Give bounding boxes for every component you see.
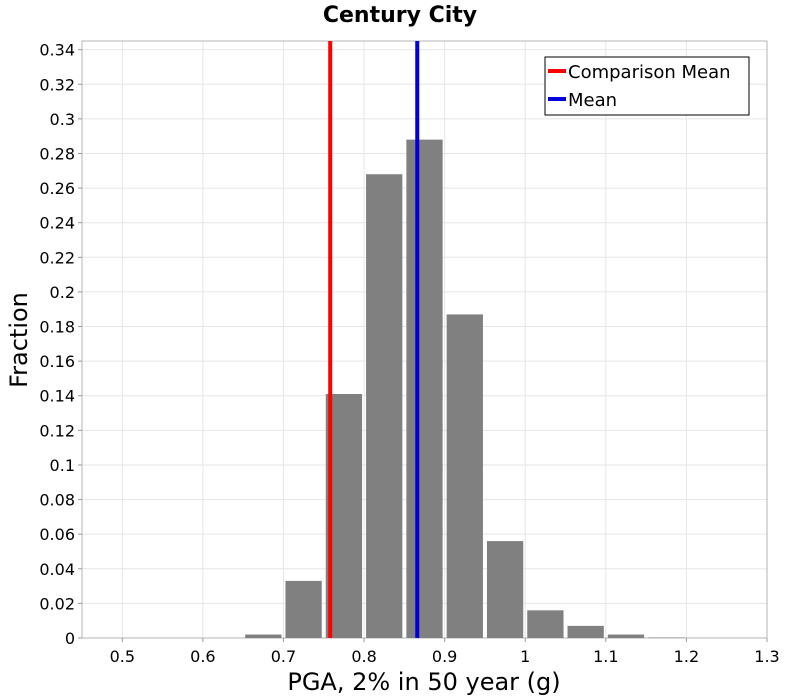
histogram-bar — [446, 314, 483, 638]
legend-box — [544, 56, 750, 116]
y-tick-label: 0.14 — [39, 387, 75, 406]
y-tick-label: 0.04 — [39, 560, 75, 579]
mean-lines — [328, 41, 420, 638]
y-tick-label: 0.3 — [50, 110, 75, 129]
histogram-bar — [607, 634, 645, 638]
x-tick-label: 0.8 — [351, 647, 376, 666]
x-tick-label: 1.1 — [593, 647, 618, 666]
histogram-bar — [406, 139, 443, 639]
y-tick-label: 0.16 — [39, 352, 75, 371]
x-axis-label: PGA, 2% in 50 year (g) — [287, 668, 560, 696]
x-tick-label: 0.9 — [432, 647, 457, 666]
legend: Comparison Mean Mean — [544, 56, 750, 116]
histogram-bar — [567, 625, 604, 638]
histogram-bar — [527, 610, 564, 638]
y-tick-label: 0.26 — [39, 179, 75, 198]
axis-ticks: 0.5 0.6 0.7 0.8 0.9 1 1.1 1.2 1.3 0 0.02 0.04 0.06 0.… — [39, 41, 779, 666]
histogram-bar — [285, 580, 322, 638]
y-axis-label: Fraction — [5, 292, 33, 388]
y-tick-label: 0 — [65, 629, 75, 648]
y-tick-label: 0.02 — [39, 594, 75, 613]
y-tick-label: 0.18 — [39, 318, 75, 337]
y-tick-label: 0.34 — [39, 41, 75, 60]
x-tick-label: 0.6 — [190, 647, 215, 666]
histogram-bar — [486, 541, 524, 638]
y-tick-label: 0.12 — [39, 421, 75, 440]
y-tick-label: 0.06 — [39, 525, 75, 544]
y-tick-label: 0.24 — [39, 214, 75, 233]
chart-title: Century City — [323, 3, 477, 28]
y-tick-label: 0.28 — [39, 144, 75, 163]
histogram-bars — [245, 139, 685, 639]
x-tick-label: 1.2 — [674, 647, 699, 666]
y-tick-label: 0.32 — [39, 75, 75, 94]
y-tick-label: 0.22 — [39, 248, 75, 267]
y-tick-label: 0.2 — [50, 283, 75, 302]
x-tick-label: 1.3 — [754, 647, 779, 666]
histogram-bar — [245, 634, 282, 638]
y-tick-label: 0.1 — [50, 456, 75, 475]
x-tick-label: 0.5 — [110, 647, 135, 666]
y-tick-label: 0.08 — [39, 491, 75, 510]
legend-label: Comparison Mean — [568, 62, 731, 83]
histogram-bar — [366, 174, 403, 639]
histogram-bar — [648, 637, 685, 638]
x-tick-label: 0.7 — [271, 647, 296, 666]
legend-label: Mean — [568, 90, 617, 111]
x-tick-label: 1 — [520, 647, 530, 666]
